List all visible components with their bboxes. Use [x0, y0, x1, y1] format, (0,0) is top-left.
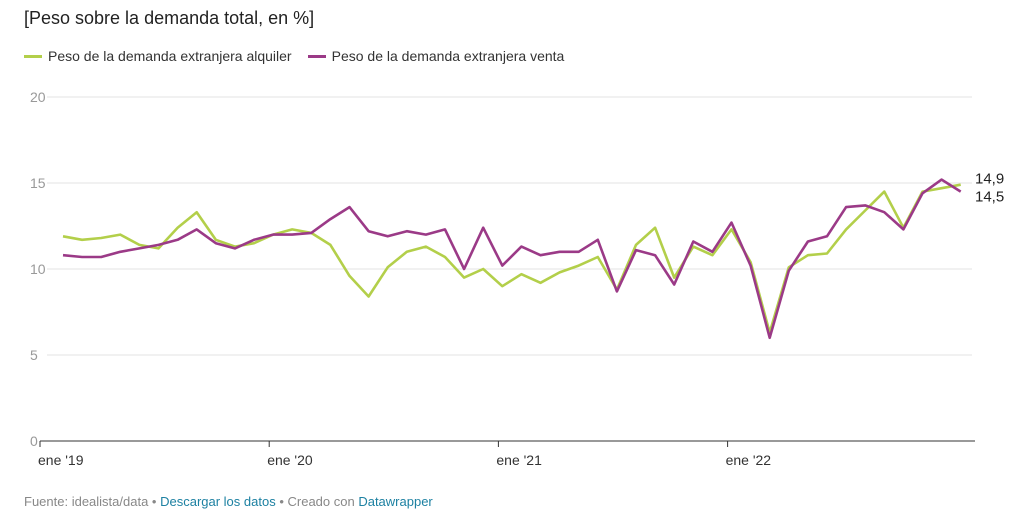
chart-title: [Peso sobre la demanda total, en %] — [24, 8, 315, 28]
legend: Peso de la demanda extranjera alquiler P… — [24, 48, 564, 64]
created-with-text: • Creado con — [275, 494, 359, 509]
series-line-alquiler — [62, 183, 961, 334]
download-data-link[interactable]: Descargar los datos — [160, 494, 276, 509]
x-tick-label: ene '20 — [267, 452, 313, 468]
y-tick-label: 15 — [30, 175, 46, 191]
y-tick-label: 5 — [30, 347, 38, 363]
source-text: Fuente: idealista/data — [24, 494, 149, 509]
y-tick-label: 0 — [30, 433, 38, 449]
legend-item-venta: Peso de la demanda extranjera venta — [307, 48, 565, 64]
footer: Fuente: idealista/data • Descargar los d… — [24, 494, 433, 509]
x-tick-label: ene '21 — [496, 452, 542, 468]
y-tick-label: 10 — [30, 261, 46, 277]
line-chart: 0 5 10 15 20 ene '19 ene '20 ene '21 ene '22 14,9… — [30, 89, 1004, 468]
x-tick-label: ene '19 — [38, 452, 84, 468]
separator: • — [148, 494, 161, 509]
legend-swatch-alquiler — [24, 54, 42, 58]
legend-label-venta: Peso de la demanda extranjera venta — [331, 48, 565, 64]
datawrapper-link[interactable]: Datawrapper — [358, 494, 433, 509]
y-tick-label: 20 — [30, 89, 46, 105]
legend-swatch-venta — [307, 54, 326, 58]
end-label: 14,9 — [975, 171, 1004, 188]
legend-item-alquiler: Peso de la demanda extranjera alquiler — [24, 48, 292, 64]
end-label: 14,5 — [975, 189, 1004, 206]
legend-label-alquiler: Peso de la demanda extranjera alquiler — [48, 48, 292, 64]
series-line-venta — [62, 178, 962, 340]
x-tick-label: ene '22 — [726, 452, 772, 468]
